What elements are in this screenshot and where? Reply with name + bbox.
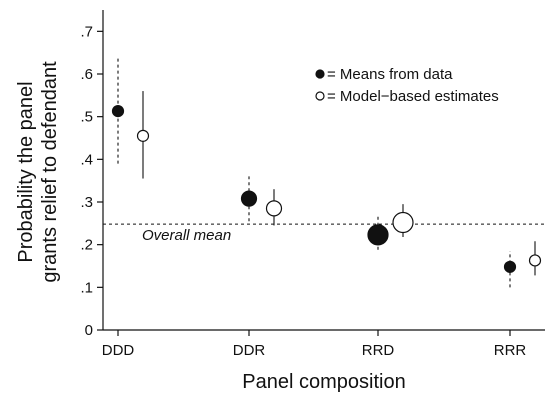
legend: = Means from data = Model−based estimates — [315, 66, 499, 105]
y-tick-label: 0 — [85, 322, 93, 339]
legend-label: = Means from data — [327, 66, 453, 83]
y-tick-label: .6 — [80, 66, 93, 83]
overall-mean-label: Overall mean — [142, 227, 231, 244]
y-axis-title: Probability the panel grants relief to de… — [15, 61, 61, 283]
y-tick-label: .3 — [80, 194, 93, 211]
data-mean-point — [111, 105, 125, 118]
y-tick-label: .2 — [80, 237, 93, 254]
x-tick-label: DDR — [233, 342, 266, 359]
model-estimate-point — [528, 254, 542, 267]
reference-line-group: Overall mean — [103, 223, 545, 244]
legend-marker — [315, 91, 325, 101]
legend-label: = Model−based estimates — [327, 88, 499, 105]
y-tick-label: .4 — [80, 151, 93, 168]
model-estimate-point — [265, 200, 283, 217]
x-tick-label: RRR — [494, 342, 527, 359]
y-axis-title-line: grants relief to defendant — [39, 61, 61, 283]
data-marks — [111, 56, 542, 288]
axes: 0 .1 .2 .3 .4 .5 .6 .7 DDD DDR RRD RRR — [80, 10, 545, 359]
data-mean-point — [367, 224, 389, 246]
y-tick-label: .7 — [80, 23, 93, 40]
x-tick-label: RRD — [362, 342, 395, 359]
model-estimate-point — [392, 211, 414, 234]
y-axis-title-line: Probability the panel — [15, 81, 37, 262]
legend-marker — [315, 69, 325, 79]
y-tick-label: .5 — [80, 109, 93, 126]
data-mean-point — [240, 190, 258, 207]
x-axis-title: Panel composition — [242, 371, 405, 393]
x-tick-label: DDD — [102, 342, 135, 359]
model-estimate-point — [136, 129, 150, 142]
data-mean-point — [503, 260, 517, 273]
axis-titles: Panel composition Probability the panel gr… — [15, 61, 406, 393]
y-tick-label: .1 — [80, 279, 93, 296]
